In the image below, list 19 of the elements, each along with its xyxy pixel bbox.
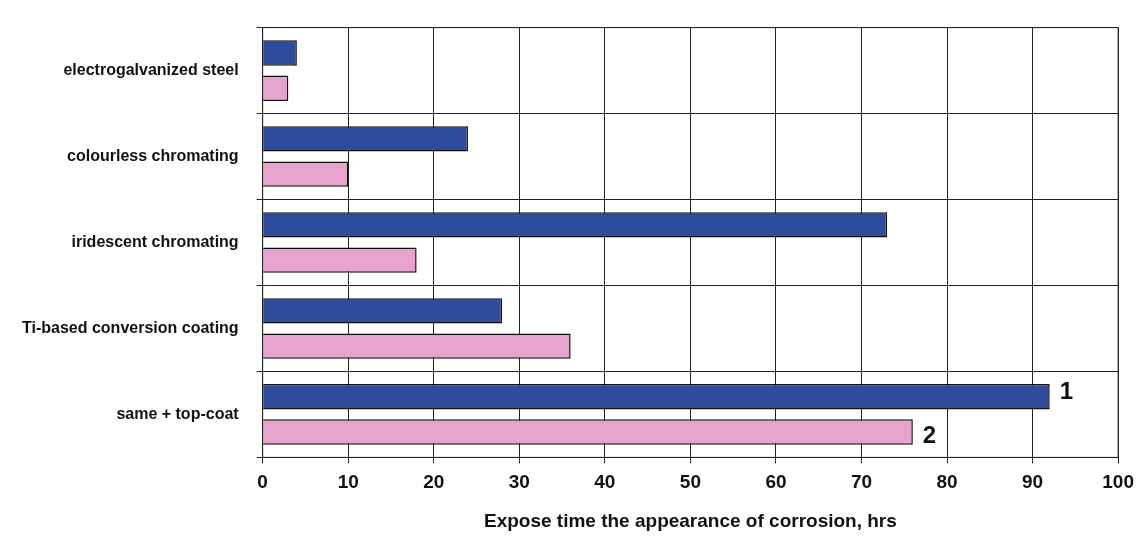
x-tick-label: 60 [765, 471, 787, 493]
x-tick-label: 0 [257, 471, 268, 493]
series-label: 1 [1059, 377, 1074, 405]
x-tick-label: 90 [1022, 471, 1044, 493]
y-tick-label: same + top-coat [116, 404, 240, 422]
y-tick-label: iridescent chromating [71, 232, 239, 250]
y-tick-label: Ti-based conversion coating [22, 318, 239, 336]
x-tick-label: 20 [423, 471, 445, 493]
x-tick-label: 100 [1102, 471, 1134, 493]
x-tick-label: 30 [508, 471, 530, 493]
y-tick-label: colourless chromating [67, 146, 239, 164]
series-label: 2 [922, 420, 937, 448]
x-axis-title: Expose time the appearance of corrosion, hrs [483, 509, 897, 531]
x-tick-label: 50 [679, 471, 701, 493]
x-tick-label: 80 [936, 471, 958, 493]
y-tick-label: electrogalvanized steel [63, 60, 239, 78]
x-tick-label: 40 [594, 471, 616, 493]
x-tick-label: 70 [850, 471, 873, 493]
x-tick-label: 10 [337, 471, 359, 493]
